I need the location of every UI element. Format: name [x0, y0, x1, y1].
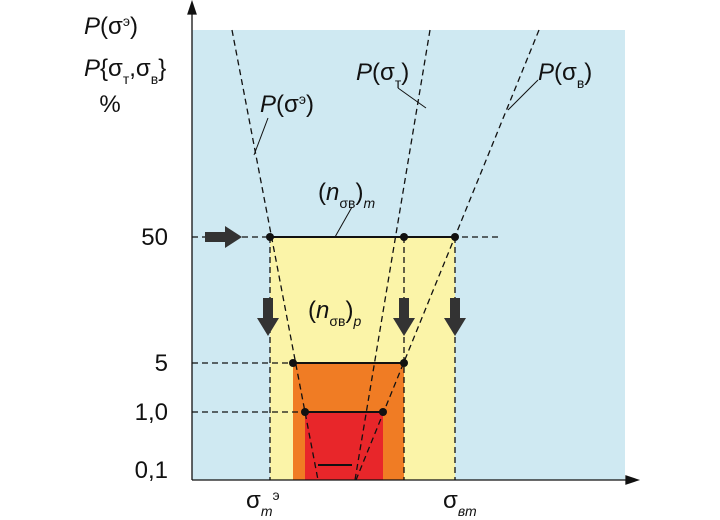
point: [379, 408, 387, 416]
leaders: [253, 79, 539, 238]
label-part: (σ: [100, 13, 123, 40]
y-level-label: 0,1: [135, 457, 168, 484]
label-part: ,σ: [129, 55, 151, 82]
point: [266, 233, 274, 241]
label-part: σ: [339, 195, 348, 211]
leader: [253, 117, 269, 156]
label-part: ): [306, 91, 314, 118]
curve-v: [355, 29, 540, 481]
points: [266, 233, 459, 416]
label: P(σэ): [260, 91, 314, 118]
label-part: n: [326, 179, 339, 206]
label-part: вт: [458, 503, 477, 519]
axis-arrow: [625, 475, 641, 485]
label-part: m: [363, 195, 375, 211]
label-part: P: [84, 13, 100, 40]
zone-1: [305, 412, 383, 480]
label-part: (: [318, 179, 326, 206]
label-part: ): [355, 179, 363, 206]
label-part: %: [99, 91, 120, 118]
label-part: ): [130, 13, 138, 40]
label-part: т: [261, 503, 273, 519]
label: %: [99, 91, 120, 118]
label-part: в: [151, 71, 158, 87]
point: [289, 359, 297, 367]
label-part: в: [338, 313, 345, 329]
label-part: э: [123, 13, 130, 29]
axis-arrow: [187, 0, 197, 15]
axes: [187, 0, 641, 485]
label: P(σв): [538, 59, 592, 91]
point: [400, 359, 408, 367]
point: [400, 233, 408, 241]
curve-t: [354, 29, 431, 481]
y-level-label: 5: [155, 350, 168, 377]
arrow-down: [257, 298, 279, 336]
label: (nσв)p: [308, 297, 361, 329]
arrow-right: [205, 226, 242, 248]
solid-lines: [270, 236, 455, 466]
label-part: ): [345, 297, 353, 324]
leader: [334, 206, 353, 238]
leader: [507, 79, 539, 111]
label-part: P: [260, 91, 276, 118]
label-part: p: [352, 313, 361, 329]
point: [301, 408, 309, 416]
label: P(σэ): [84, 13, 138, 40]
label-part: n: [316, 297, 329, 324]
label-part: }: [158, 55, 166, 82]
arrow-down: [444, 298, 466, 336]
y-level-label: 50: [141, 224, 168, 251]
label: σвт: [443, 487, 477, 519]
label-part: P: [84, 55, 100, 82]
label-part: э: [272, 487, 279, 503]
point: [451, 233, 459, 241]
leader: [397, 87, 427, 109]
label-part: P: [356, 59, 372, 86]
label: σтэ: [246, 487, 280, 519]
label-part: т: [395, 75, 402, 91]
arrows: [205, 226, 466, 336]
label-part: (: [308, 297, 316, 324]
label-part: ): [401, 59, 409, 86]
label-part: σ: [329, 313, 338, 329]
label-part: P: [538, 59, 554, 86]
label-part: т: [123, 71, 130, 87]
label-part: ): [584, 59, 592, 86]
label-part: в: [348, 195, 355, 211]
label-part: {σ: [100, 55, 123, 82]
label-part: σ: [443, 487, 458, 514]
y-level-label: 1,0: [135, 399, 168, 426]
label: P{σт,σв}: [84, 55, 166, 87]
label: P(σт): [356, 59, 409, 91]
label-part: в: [577, 75, 584, 91]
label-part: (σ: [554, 59, 577, 86]
arrow-down: [393, 298, 415, 336]
label-part: (σ: [276, 91, 299, 118]
label: (nσв)m: [318, 179, 375, 211]
curve-e: [231, 29, 319, 481]
label-part: (σ: [372, 59, 395, 86]
label-part: σ: [246, 487, 261, 514]
label-part: э: [299, 91, 306, 107]
